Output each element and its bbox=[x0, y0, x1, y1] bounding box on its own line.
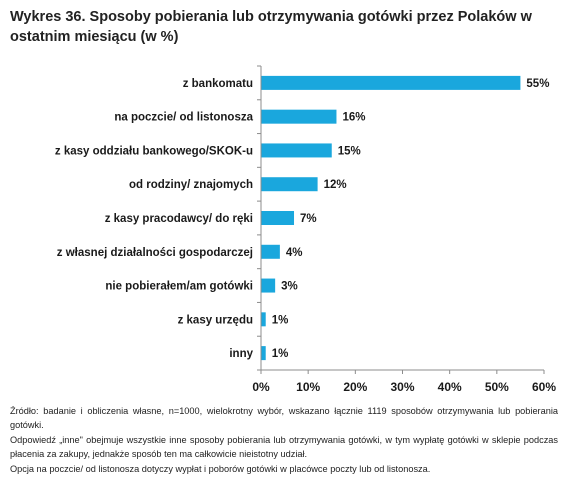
category-label: inny bbox=[229, 348, 253, 360]
category-label: od rodziny/ znajomych bbox=[129, 179, 253, 191]
x-tick-label: 50% bbox=[485, 380, 509, 394]
category-label: na poczcie/ od listonosza bbox=[114, 112, 253, 124]
chart-title: Wykres 36. Sposoby pobierania lub otrzym… bbox=[10, 9, 532, 45]
bar bbox=[261, 312, 266, 327]
bar bbox=[261, 143, 332, 158]
bar bbox=[261, 211, 295, 225]
category-label: nie pobierałem/am gotówki bbox=[105, 281, 253, 293]
bar bbox=[261, 278, 276, 293]
source-note: Źródło: badanie i obliczenia własne, n=1… bbox=[10, 406, 558, 431]
other-answer-note: Odpowiedź „inne" obejmuje wszystkie inne… bbox=[10, 434, 558, 460]
x-tick-label: 10% bbox=[296, 380, 320, 394]
category-label: z bankomatu bbox=[183, 78, 253, 90]
category-label: z kasy pracodawcy/ do ręki bbox=[105, 213, 253, 225]
x-tick-label: 30% bbox=[390, 380, 414, 394]
labels-layer: z bankomatu 55% na poczcie/ od listonosza 1… bbox=[55, 78, 556, 394]
data-label: 1% bbox=[272, 314, 289, 326]
category-label: z kasy oddziału bankowego/SKOK-u bbox=[55, 145, 253, 157]
axis-layer bbox=[257, 65, 545, 374]
data-label: 15% bbox=[338, 145, 361, 157]
x-tick-label: 60% bbox=[532, 380, 556, 394]
category-label: z własnej działalności gospodarczej bbox=[57, 247, 253, 259]
bar bbox=[261, 244, 280, 259]
data-label: 7% bbox=[300, 213, 317, 225]
bar bbox=[261, 75, 521, 90]
post-office-note: Opcja na poczcie/ od listonosza dotyczy … bbox=[10, 463, 431, 474]
bars-layer bbox=[261, 75, 521, 361]
x-tick-label: 0% bbox=[252, 380, 270, 394]
data-label: 16% bbox=[342, 112, 365, 124]
chart-notes: Źródło: badanie i obliczenia własne, n=1… bbox=[10, 404, 558, 476]
data-label: 4% bbox=[286, 247, 303, 259]
x-tick-label: 20% bbox=[343, 380, 367, 394]
x-tick-label: 40% bbox=[438, 380, 462, 394]
bar bbox=[261, 346, 266, 361]
category-label: z kasy urzędu bbox=[178, 314, 253, 326]
bar bbox=[261, 177, 318, 192]
bar-chart: z bankomatu 55% na poczcie/ od listonosza 1… bbox=[55, 65, 556, 394]
data-label: 3% bbox=[281, 281, 298, 293]
data-label: 55% bbox=[526, 78, 549, 90]
data-label: 1% bbox=[272, 348, 289, 360]
bar bbox=[261, 109, 337, 124]
data-label: 12% bbox=[324, 179, 347, 191]
